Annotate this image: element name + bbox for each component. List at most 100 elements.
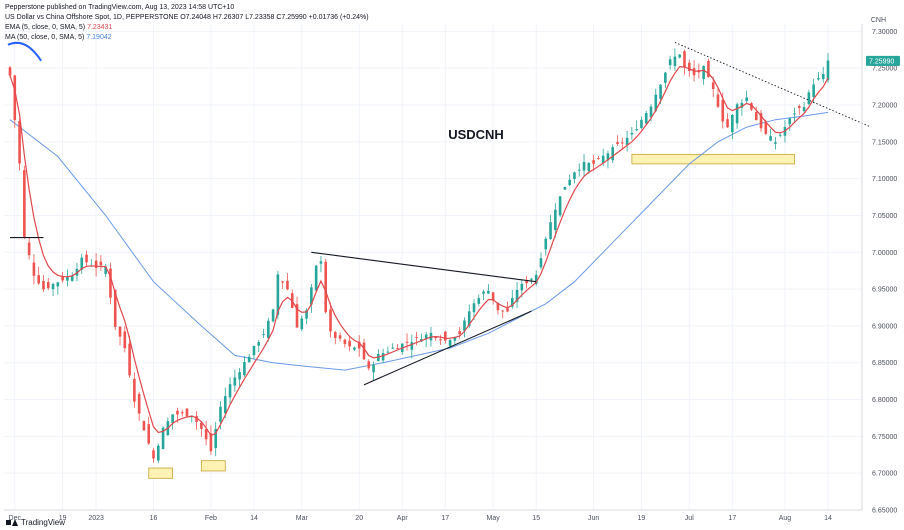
x-tick-label: Feb xyxy=(205,515,217,522)
x-tick-label: 17 xyxy=(728,515,736,522)
x-tick-label: 15 xyxy=(532,515,540,522)
candle-body xyxy=(448,340,452,346)
candle-body xyxy=(348,340,351,347)
candle-body xyxy=(716,94,720,107)
ema-5-line xyxy=(9,65,829,437)
candle-body xyxy=(314,265,318,291)
y-tick-label: 7.20000 xyxy=(872,103,897,110)
candle-body xyxy=(176,410,179,415)
candle-body xyxy=(807,92,811,104)
x-tick-label: 19 xyxy=(638,515,646,522)
candle-body xyxy=(343,339,347,345)
candle-body xyxy=(793,113,796,115)
time-axis[interactable]: Dec 19 2023 16 Feb 14 Mar 20 Apr 17 May 15 Jun 19 Jul 1… xyxy=(4,509,862,522)
candle-body xyxy=(745,97,748,102)
candle-body xyxy=(692,68,696,76)
candle-body xyxy=(764,121,768,134)
candle-body xyxy=(204,429,208,440)
candle-body xyxy=(678,54,682,58)
candle-body xyxy=(70,275,74,281)
candle-body xyxy=(539,258,543,268)
y-tick-label: 6.85000 xyxy=(872,360,897,367)
candle-body xyxy=(750,103,753,110)
y-tick-label: 7.15000 xyxy=(872,139,897,146)
y-tick-label: 6.70000 xyxy=(872,471,897,478)
grid-lines xyxy=(4,24,862,511)
candle-body xyxy=(788,118,792,125)
candle-body xyxy=(252,345,256,356)
candle-body xyxy=(496,302,500,311)
tradingview-logo-icon xyxy=(6,519,18,526)
support-zone-jul xyxy=(631,153,795,165)
ema-legend[interactable]: EMA (5, close, 0, SMA, 5) 7.23431 xyxy=(5,23,369,33)
candle-body xyxy=(219,406,222,422)
ema-legend-label: EMA (5, close, 0, SMA, 5) xyxy=(5,24,86,31)
candle-body xyxy=(644,112,648,124)
ma-legend[interactable]: MA (50, close, 0, SMA, 5) 7.19042 xyxy=(5,33,369,43)
candle-body xyxy=(137,394,141,414)
candle-body xyxy=(185,408,189,417)
x-tick-label: Jun xyxy=(588,515,599,522)
candle-body xyxy=(707,61,710,78)
tradingview-brand[interactable]: TradingView xyxy=(6,518,65,527)
x-tick-label: 19 xyxy=(59,515,67,522)
candle-body xyxy=(534,274,538,285)
candle-body xyxy=(42,280,45,290)
candle-body xyxy=(319,261,323,264)
candle-body xyxy=(214,429,217,449)
candle-body xyxy=(329,309,332,332)
candle-body xyxy=(118,326,122,337)
x-tick-label: Aug xyxy=(779,515,792,522)
candle-body xyxy=(357,341,361,349)
y-tick-label: 7.10000 xyxy=(872,176,897,183)
candle-body xyxy=(381,353,385,361)
candle-body xyxy=(592,160,595,164)
candle-body xyxy=(209,433,213,452)
candle-body xyxy=(305,310,308,319)
candle-body xyxy=(582,161,586,171)
published-line: Pepperstone published on TradingView.com… xyxy=(5,4,235,11)
candle-body xyxy=(482,291,485,294)
candle-body xyxy=(530,278,533,280)
chart-title: USDCNH xyxy=(448,127,504,142)
candle-body xyxy=(391,347,394,349)
candle-body xyxy=(611,147,615,161)
candle-body xyxy=(85,254,88,263)
candle-body xyxy=(544,238,548,250)
candle-body xyxy=(467,311,471,326)
candle-body xyxy=(506,308,509,312)
symbol-line[interactable]: US Dollar vs China Offshore Spot, 1D, PE… xyxy=(5,14,369,21)
candle-body xyxy=(735,104,739,124)
candle-body xyxy=(18,121,21,164)
candle-body xyxy=(94,260,98,269)
candle-body xyxy=(8,67,12,76)
candle-body xyxy=(587,163,591,172)
candle-body xyxy=(410,342,414,350)
candle-body xyxy=(46,281,50,289)
candle-body xyxy=(597,158,600,160)
y-tick-label: 7.05000 xyxy=(872,213,897,220)
candle-body xyxy=(32,262,36,276)
candle-body xyxy=(683,51,686,68)
candle-body xyxy=(171,414,174,423)
dotted-resistance-line xyxy=(674,41,872,128)
trendlines xyxy=(10,41,872,386)
candle-body xyxy=(113,289,117,327)
candle-body xyxy=(372,364,375,373)
y-tick-label: 6.65000 xyxy=(872,508,897,515)
candle-body xyxy=(66,276,69,281)
candle-body xyxy=(405,341,409,343)
candle-body xyxy=(649,106,653,118)
candle-body xyxy=(740,102,744,108)
y-tick-label: 7.00000 xyxy=(872,250,897,257)
candle-body xyxy=(324,261,328,313)
top-left-arc xyxy=(7,41,42,62)
x-tick-label: 17 xyxy=(441,515,449,522)
candle-body xyxy=(778,134,782,136)
candle-body xyxy=(821,73,825,80)
ma-legend-value: 7.19042 xyxy=(86,34,112,41)
price-axis[interactable]: 7.30000 7.25000 7.20000 7.15000 7.10000 7.050… xyxy=(861,24,897,515)
candle-body xyxy=(142,421,146,431)
candle-body xyxy=(554,209,557,230)
